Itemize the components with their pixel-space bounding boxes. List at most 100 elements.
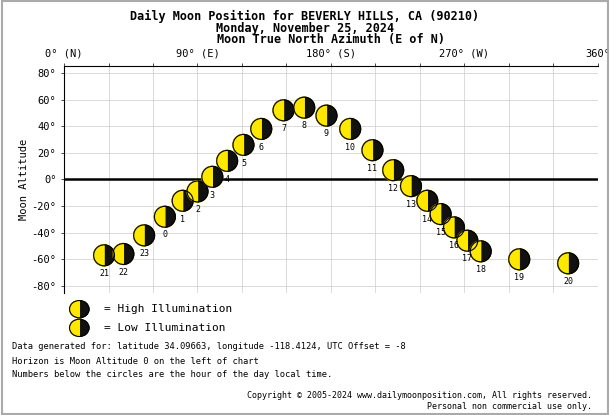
- Text: 4: 4: [224, 175, 229, 183]
- Ellipse shape: [470, 241, 491, 262]
- Text: 5: 5: [241, 159, 246, 168]
- Text: Copyright © 2005-2024 www.dailymoonposition.com, All rights reserved.: Copyright © 2005-2024 www.dailymoonposit…: [246, 391, 592, 400]
- Ellipse shape: [134, 225, 154, 246]
- Text: 13: 13: [406, 200, 416, 209]
- Polygon shape: [509, 249, 519, 270]
- Ellipse shape: [172, 190, 193, 211]
- Ellipse shape: [470, 241, 491, 262]
- Polygon shape: [70, 319, 79, 337]
- Ellipse shape: [202, 166, 223, 187]
- Polygon shape: [273, 100, 284, 121]
- Ellipse shape: [558, 253, 578, 274]
- Ellipse shape: [94, 245, 115, 266]
- Ellipse shape: [187, 181, 208, 202]
- Polygon shape: [187, 181, 198, 202]
- Ellipse shape: [187, 181, 208, 202]
- Ellipse shape: [134, 225, 154, 246]
- Ellipse shape: [217, 151, 237, 171]
- Ellipse shape: [340, 119, 361, 139]
- Text: Numbers below the circles are the hour of the day local time.: Numbers below the circles are the hour o…: [12, 370, 332, 379]
- Polygon shape: [457, 230, 467, 251]
- X-axis label: Moon True North Azimuth (E of N): Moon True North Azimuth (E of N): [217, 33, 445, 46]
- Ellipse shape: [113, 244, 134, 264]
- Polygon shape: [233, 134, 243, 155]
- Text: = High Illumination: = High Illumination: [104, 304, 232, 314]
- Ellipse shape: [362, 140, 383, 161]
- Ellipse shape: [70, 300, 89, 318]
- Polygon shape: [251, 119, 261, 139]
- Ellipse shape: [217, 151, 237, 171]
- Ellipse shape: [509, 249, 529, 270]
- Polygon shape: [558, 253, 568, 274]
- Ellipse shape: [457, 230, 478, 251]
- Ellipse shape: [294, 97, 315, 118]
- Text: 6: 6: [259, 143, 264, 151]
- Text: = Low Illumination: = Low Illumination: [104, 323, 226, 333]
- Polygon shape: [362, 140, 373, 161]
- Ellipse shape: [113, 244, 134, 264]
- Text: 18: 18: [476, 265, 486, 274]
- Ellipse shape: [70, 319, 89, 337]
- Text: Data generated for: latitude 34.09663, longitude -118.4124, UTC Offset = -8: Data generated for: latitude 34.09663, l…: [12, 342, 406, 351]
- Text: Personal non commercial use only.: Personal non commercial use only.: [427, 402, 592, 411]
- Polygon shape: [470, 241, 481, 262]
- Ellipse shape: [273, 100, 294, 121]
- Text: 1: 1: [180, 215, 185, 224]
- Ellipse shape: [430, 204, 451, 225]
- Polygon shape: [94, 245, 104, 266]
- Polygon shape: [383, 160, 393, 181]
- Ellipse shape: [233, 134, 254, 155]
- Ellipse shape: [443, 217, 464, 238]
- Ellipse shape: [202, 166, 223, 187]
- Text: 15: 15: [436, 228, 446, 237]
- Text: 20: 20: [563, 277, 573, 286]
- Polygon shape: [202, 166, 212, 187]
- Text: 8: 8: [302, 121, 307, 130]
- Polygon shape: [316, 105, 326, 126]
- Ellipse shape: [316, 105, 337, 126]
- Polygon shape: [340, 119, 350, 139]
- Ellipse shape: [273, 100, 294, 121]
- Ellipse shape: [316, 105, 337, 126]
- Polygon shape: [172, 190, 182, 211]
- Text: 3: 3: [210, 190, 215, 200]
- Text: 12: 12: [388, 184, 398, 193]
- Ellipse shape: [383, 160, 404, 181]
- Polygon shape: [70, 300, 79, 318]
- Polygon shape: [294, 97, 304, 118]
- Ellipse shape: [251, 119, 271, 139]
- Ellipse shape: [154, 206, 175, 227]
- Text: 19: 19: [514, 273, 524, 282]
- Ellipse shape: [383, 160, 404, 181]
- Polygon shape: [134, 225, 144, 246]
- Ellipse shape: [172, 190, 193, 211]
- Text: 22: 22: [118, 268, 128, 277]
- Polygon shape: [443, 217, 454, 238]
- Polygon shape: [154, 206, 165, 227]
- Text: 10: 10: [345, 143, 355, 151]
- Polygon shape: [430, 204, 440, 225]
- Ellipse shape: [417, 190, 438, 211]
- Text: Monday, November 25, 2024: Monday, November 25, 2024: [216, 22, 394, 34]
- Text: Daily Moon Position for BEVERLY HILLS, CA (90210): Daily Moon Position for BEVERLY HILLS, C…: [131, 10, 479, 24]
- Ellipse shape: [401, 176, 422, 197]
- Ellipse shape: [233, 134, 254, 155]
- Text: 21: 21: [99, 269, 109, 278]
- Y-axis label: Moon Altitude: Moon Altitude: [19, 139, 29, 220]
- Text: 2: 2: [195, 205, 200, 214]
- Ellipse shape: [457, 230, 478, 251]
- Ellipse shape: [362, 140, 383, 161]
- Ellipse shape: [430, 204, 451, 225]
- Text: 23: 23: [139, 249, 149, 258]
- Text: 16: 16: [449, 241, 459, 250]
- Text: 7: 7: [281, 124, 286, 133]
- Ellipse shape: [94, 245, 115, 266]
- Text: 11: 11: [367, 164, 378, 173]
- Ellipse shape: [340, 119, 361, 139]
- Ellipse shape: [401, 176, 422, 197]
- Ellipse shape: [509, 249, 529, 270]
- Polygon shape: [417, 190, 427, 211]
- Text: 17: 17: [462, 254, 472, 264]
- Polygon shape: [113, 244, 123, 264]
- Text: 14: 14: [422, 215, 432, 224]
